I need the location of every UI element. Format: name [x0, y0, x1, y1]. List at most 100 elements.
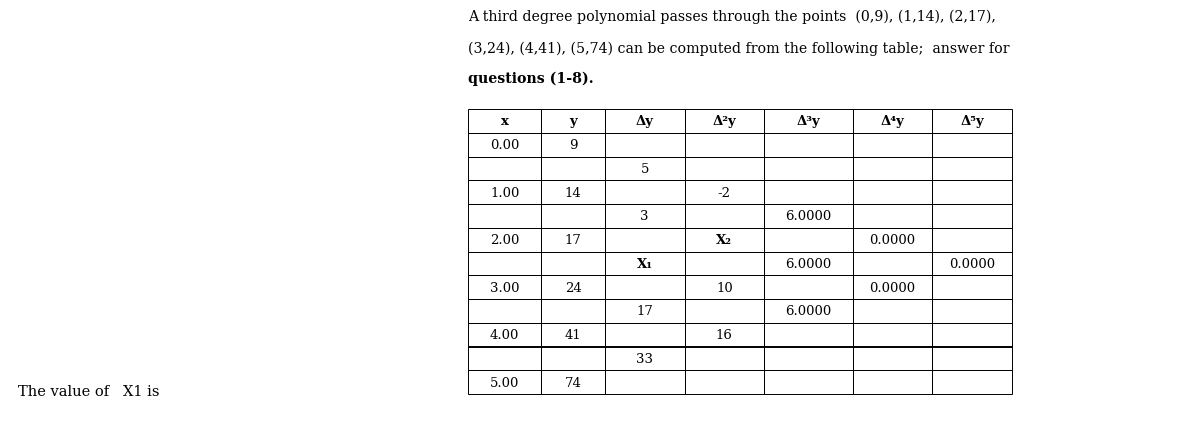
Text: 0.0000: 0.0000	[870, 281, 916, 294]
Text: questions (1-8).: questions (1-8).	[468, 72, 594, 86]
Text: 3.00: 3.00	[490, 281, 520, 294]
Bar	[541, 323, 605, 347]
Text: Δ⁴y: Δ⁴y	[881, 115, 905, 128]
Text: x: x	[500, 115, 509, 128]
Bar	[764, 347, 853, 370]
Text: 5: 5	[641, 163, 649, 175]
Bar	[605, 370, 684, 394]
Bar	[853, 110, 932, 133]
Text: 16: 16	[716, 329, 733, 341]
Bar	[468, 323, 541, 347]
Text: 10: 10	[716, 281, 733, 294]
Text: 0.0000: 0.0000	[949, 257, 995, 270]
Text: 33: 33	[636, 352, 653, 365]
Bar	[764, 228, 853, 252]
Text: 0.00: 0.00	[490, 139, 520, 152]
Bar	[764, 205, 853, 228]
Bar	[468, 110, 541, 133]
Bar	[853, 181, 932, 205]
Bar	[684, 347, 764, 370]
Bar	[853, 157, 932, 181]
Bar	[932, 299, 1012, 323]
Text: Δy: Δy	[636, 115, 654, 128]
Bar	[468, 157, 541, 181]
Bar	[932, 110, 1012, 133]
Text: -2: -2	[718, 186, 731, 199]
Bar	[764, 323, 853, 347]
Text: X₁: X₁	[637, 257, 653, 270]
Text: Δ²y: Δ²y	[713, 115, 737, 128]
Bar	[853, 370, 932, 394]
Bar	[605, 133, 684, 157]
Text: 3: 3	[641, 210, 649, 223]
Bar	[932, 323, 1012, 347]
Bar	[468, 133, 541, 157]
Bar	[684, 181, 764, 205]
Bar	[684, 110, 764, 133]
Bar	[541, 181, 605, 205]
Bar	[684, 370, 764, 394]
Bar	[853, 323, 932, 347]
Text: 4.00: 4.00	[490, 329, 520, 341]
Bar	[605, 228, 684, 252]
Text: 41: 41	[565, 329, 582, 341]
Text: 0.0000: 0.0000	[870, 233, 916, 246]
Bar	[605, 276, 684, 299]
Bar	[605, 157, 684, 181]
Bar	[541, 110, 605, 133]
Bar	[684, 299, 764, 323]
Bar	[853, 299, 932, 323]
Bar	[468, 205, 541, 228]
Bar	[853, 205, 932, 228]
Bar	[541, 157, 605, 181]
Text: A third degree polynomial passes through the points  (0,9), (1,14), (2,17),: A third degree polynomial passes through…	[468, 10, 996, 25]
Bar	[684, 252, 764, 276]
Text: Δ⁵y: Δ⁵y	[960, 115, 984, 128]
Bar	[764, 110, 853, 133]
Bar	[764, 133, 853, 157]
Text: Δ³y: Δ³y	[797, 115, 821, 128]
Text: 1.00: 1.00	[490, 186, 520, 199]
Bar	[468, 299, 541, 323]
Text: 6.0000: 6.0000	[785, 305, 832, 318]
Bar	[541, 252, 605, 276]
Bar	[605, 252, 684, 276]
Bar	[605, 181, 684, 205]
Bar	[468, 276, 541, 299]
Bar	[684, 323, 764, 347]
Text: 5.00: 5.00	[490, 376, 520, 389]
Text: 24: 24	[565, 281, 582, 294]
Bar	[541, 370, 605, 394]
Bar	[932, 205, 1012, 228]
Text: y: y	[569, 115, 577, 128]
Bar	[932, 276, 1012, 299]
Text: 6.0000: 6.0000	[785, 210, 832, 223]
Bar	[541, 133, 605, 157]
Bar	[684, 157, 764, 181]
Bar	[684, 205, 764, 228]
Bar	[932, 181, 1012, 205]
Bar	[764, 252, 853, 276]
Bar	[468, 181, 541, 205]
Bar	[764, 276, 853, 299]
Bar	[932, 228, 1012, 252]
Bar	[684, 228, 764, 252]
Bar	[764, 181, 853, 205]
Bar	[541, 276, 605, 299]
Bar	[932, 347, 1012, 370]
Bar	[764, 157, 853, 181]
Bar	[605, 323, 684, 347]
Text: The value of   X1 is: The value of X1 is	[18, 384, 160, 398]
Bar	[541, 299, 605, 323]
Bar	[684, 276, 764, 299]
Text: 17: 17	[636, 305, 653, 318]
Bar	[853, 252, 932, 276]
Text: 9: 9	[569, 139, 577, 152]
Bar	[932, 252, 1012, 276]
Bar	[764, 299, 853, 323]
Bar	[932, 370, 1012, 394]
Text: 2.00: 2.00	[490, 233, 520, 246]
Bar	[605, 110, 684, 133]
Bar	[853, 133, 932, 157]
Text: 14: 14	[565, 186, 582, 199]
